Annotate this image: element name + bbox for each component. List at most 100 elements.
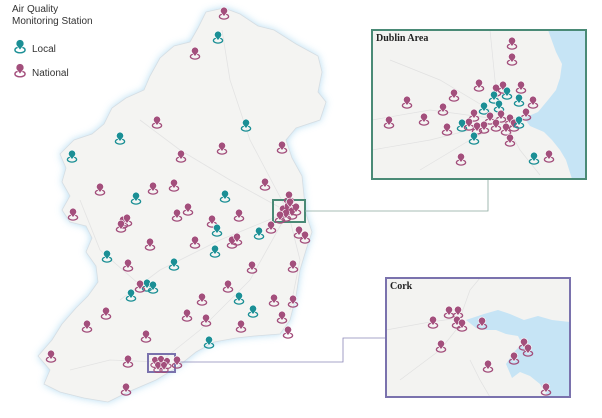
national-station-legend-icon: [14, 63, 26, 78]
local-station-marker[interactable]: [240, 118, 252, 132]
national-station-marker[interactable]: [159, 361, 169, 373]
cork-inset-frame: [385, 277, 571, 398]
national-station-marker[interactable]: [122, 258, 134, 272]
local-station-marker[interactable]: [203, 335, 215, 349]
national-station-marker[interactable]: [259, 177, 271, 191]
national-station-marker[interactable]: [235, 319, 247, 333]
national-station-marker[interactable]: [182, 202, 194, 216]
local-station-marker[interactable]: [147, 280, 159, 294]
national-station-marker[interactable]: [147, 181, 159, 195]
local-station-marker[interactable]: [125, 288, 137, 302]
national-station-marker[interactable]: [134, 279, 146, 293]
national-station-marker[interactable]: [196, 292, 208, 306]
local-station-marker[interactable]: [253, 226, 265, 240]
local-station-marker[interactable]: [513, 93, 525, 107]
national-station-marker[interactable]: [282, 325, 294, 339]
national-station-marker[interactable]: [218, 6, 230, 20]
national-station-marker[interactable]: [473, 78, 485, 92]
dublin-inset-frame: [371, 29, 587, 180]
local-station-marker[interactable]: [247, 304, 259, 318]
national-station-marker[interactable]: [427, 315, 439, 329]
local-station-marker[interactable]: [456, 118, 468, 132]
national-station-marker[interactable]: [543, 149, 555, 163]
local-station-marker[interactable]: [468, 131, 480, 145]
local-station-marker[interactable]: [168, 257, 180, 271]
national-station-marker[interactable]: [284, 197, 296, 211]
legend-title: Air Quality Monitoring Station: [12, 4, 122, 28]
national-station-marker[interactable]: [265, 220, 277, 234]
national-station-marker[interactable]: [246, 260, 258, 274]
national-station-marker[interactable]: [276, 310, 288, 324]
local-station-marker[interactable]: [209, 244, 221, 258]
national-station-marker[interactable]: [151, 115, 163, 129]
national-station-marker[interactable]: [81, 319, 93, 333]
national-station-marker[interactable]: [506, 36, 518, 50]
national-station-marker[interactable]: [168, 178, 180, 192]
national-station-marker[interactable]: [200, 313, 212, 327]
national-station-marker[interactable]: [506, 52, 518, 66]
local-station-marker[interactable]: [114, 131, 126, 145]
national-station-marker[interactable]: [268, 293, 280, 307]
national-station-marker[interactable]: [482, 359, 494, 373]
national-station-marker[interactable]: [94, 182, 106, 196]
national-station-marker[interactable]: [216, 141, 228, 155]
national-station-marker[interactable]: [515, 80, 527, 94]
local-station-marker[interactable]: [211, 223, 223, 237]
national-station-marker[interactable]: [171, 355, 183, 369]
national-station-marker[interactable]: [67, 207, 79, 221]
national-station-marker[interactable]: [299, 230, 311, 244]
national-station-marker[interactable]: [418, 112, 430, 126]
national-station-marker[interactable]: [508, 351, 520, 365]
national-station-marker[interactable]: [233, 208, 245, 222]
local-station-marker[interactable]: [513, 115, 525, 129]
national-station-marker[interactable]: [181, 308, 193, 322]
national-station-marker[interactable]: [441, 122, 453, 136]
national-station-marker[interactable]: [540, 382, 552, 396]
national-station-marker[interactable]: [287, 259, 299, 273]
local-station-marker[interactable]: [233, 291, 245, 305]
local-station-marker[interactable]: [212, 30, 224, 44]
national-station-marker[interactable]: [490, 118, 502, 132]
national-station-marker[interactable]: [144, 237, 156, 251]
national-station-marker[interactable]: [527, 95, 539, 109]
national-station-marker[interactable]: [189, 235, 201, 249]
national-station-marker[interactable]: [276, 140, 288, 154]
national-station-marker[interactable]: [140, 329, 152, 343]
national-station-marker[interactable]: [14, 63, 26, 78]
local-station-marker[interactable]: [528, 151, 540, 165]
national-station-marker[interactable]: [231, 232, 243, 246]
national-station-marker[interactable]: [45, 349, 57, 363]
national-station-marker[interactable]: [175, 149, 187, 163]
local-station-marker[interactable]: [14, 39, 26, 54]
national-station-marker[interactable]: [287, 294, 299, 308]
national-station-marker[interactable]: [522, 343, 534, 357]
local-station-marker[interactable]: [501, 86, 513, 100]
national-station-marker[interactable]: [122, 354, 134, 368]
local-station-marker[interactable]: [66, 149, 78, 163]
national-station-marker[interactable]: [401, 95, 413, 109]
national-station-marker[interactable]: [153, 361, 163, 373]
national-station-marker[interactable]: [455, 152, 467, 166]
local-station-marker[interactable]: [219, 189, 231, 203]
national-station-marker[interactable]: [115, 219, 127, 233]
national-station-marker[interactable]: [383, 115, 395, 129]
national-station-marker[interactable]: [478, 120, 490, 134]
national-station-marker[interactable]: [100, 306, 112, 320]
national-station-marker[interactable]: [274, 210, 286, 224]
local-station-marker[interactable]: [101, 249, 113, 263]
local-station-marker[interactable]: [488, 90, 500, 104]
national-station-marker[interactable]: [448, 88, 460, 102]
national-station-marker[interactable]: [435, 339, 447, 353]
dublin-bay-sea: [524, 30, 586, 179]
national-station-marker[interactable]: [456, 318, 468, 332]
national-station-marker[interactable]: [171, 208, 183, 222]
local-station-marker[interactable]: [130, 191, 142, 205]
national-station-marker[interactable]: [437, 102, 449, 116]
local-station-marker[interactable]: [478, 101, 490, 115]
national-station-marker[interactable]: [120, 382, 132, 396]
national-station-marker[interactable]: [504, 133, 516, 147]
national-station-marker[interactable]: [476, 316, 488, 330]
national-station-marker[interactable]: [189, 46, 201, 60]
national-station-marker[interactable]: [222, 279, 234, 293]
